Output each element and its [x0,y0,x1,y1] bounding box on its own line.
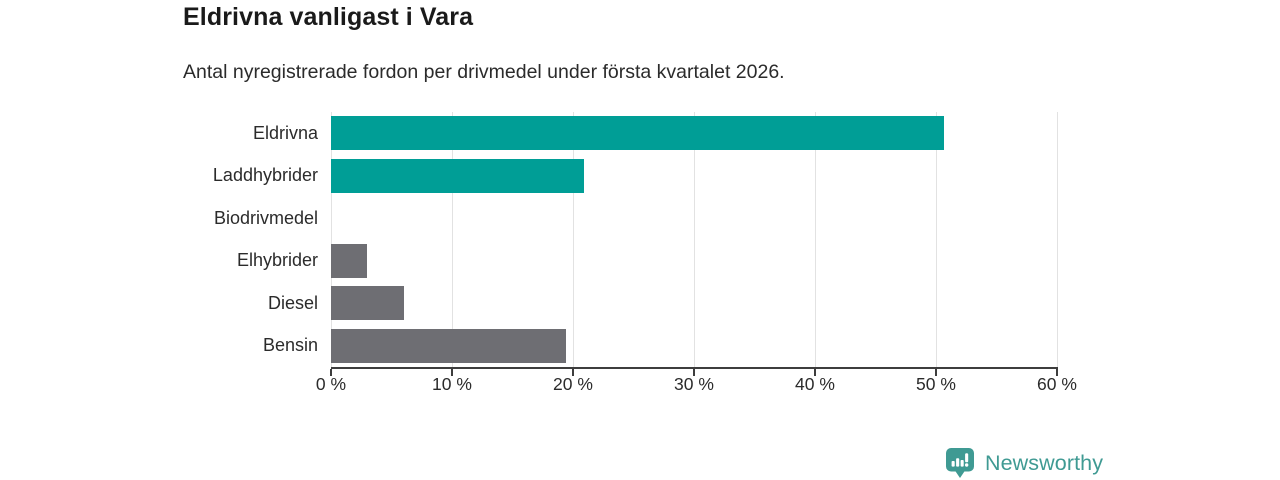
y-axis-labels: Eldrivna Laddhybrider Biodrivmedel Elhybrid… [150,112,318,367]
gridline [815,112,816,367]
gridline [936,112,937,367]
category-label: Eldrivna [252,122,318,143]
x-axis-tick-label: 50 % [916,374,956,394]
axis-tick [693,369,695,376]
plot-area [330,112,1058,376]
gridline [694,112,695,367]
bar-bensin [331,328,566,363]
category-label: Laddhybrider [212,165,318,186]
x-axis-tick-label: 30 % [674,374,714,394]
axis-tick [450,369,453,376]
chart-title: Eldrivna vanligast i Vara [183,3,474,31]
bar-elhybrider [331,243,368,278]
axis-tick [813,369,816,376]
x-axis-tick-label: 40 % [795,374,835,394]
axis-tick [935,369,937,376]
newsworthy-logo: Newsworthy [944,446,1103,480]
axis-tick [1056,369,1058,376]
axis-tick [330,369,332,376]
bar-laddhybrider [331,158,584,193]
x-axis-tick-label: 60 % [1037,374,1077,394]
bar-diesel [331,286,404,321]
x-axis-tick-labels: 0 % 10 % 20 % 30 % 40 % 50 % 60 % [316,374,1077,398]
gridline [1057,112,1058,367]
gridline [573,112,574,367]
axis-tick [571,369,574,376]
x-axis-line [331,367,1058,369]
category-label: Biodrivmedel [213,207,318,228]
category-label: Diesel [267,292,318,313]
newsworthy-logo-text: Newsworthy [985,450,1104,475]
x-axis-tick-label: 20 % [553,374,593,394]
category-label: Elhybrider [236,250,318,271]
chart-subtitle: Antal nyregistrerade fordon per drivmede… [183,61,785,83]
gridline [452,112,453,367]
x-axis-tick-label: 10 % [432,374,472,394]
category-label: Bensin [262,335,318,356]
bar-eldrivna [331,116,945,151]
x-axis-tick-label: 0 % [315,374,347,394]
gridline [331,112,332,367]
newsworthy-icon [946,448,974,478]
